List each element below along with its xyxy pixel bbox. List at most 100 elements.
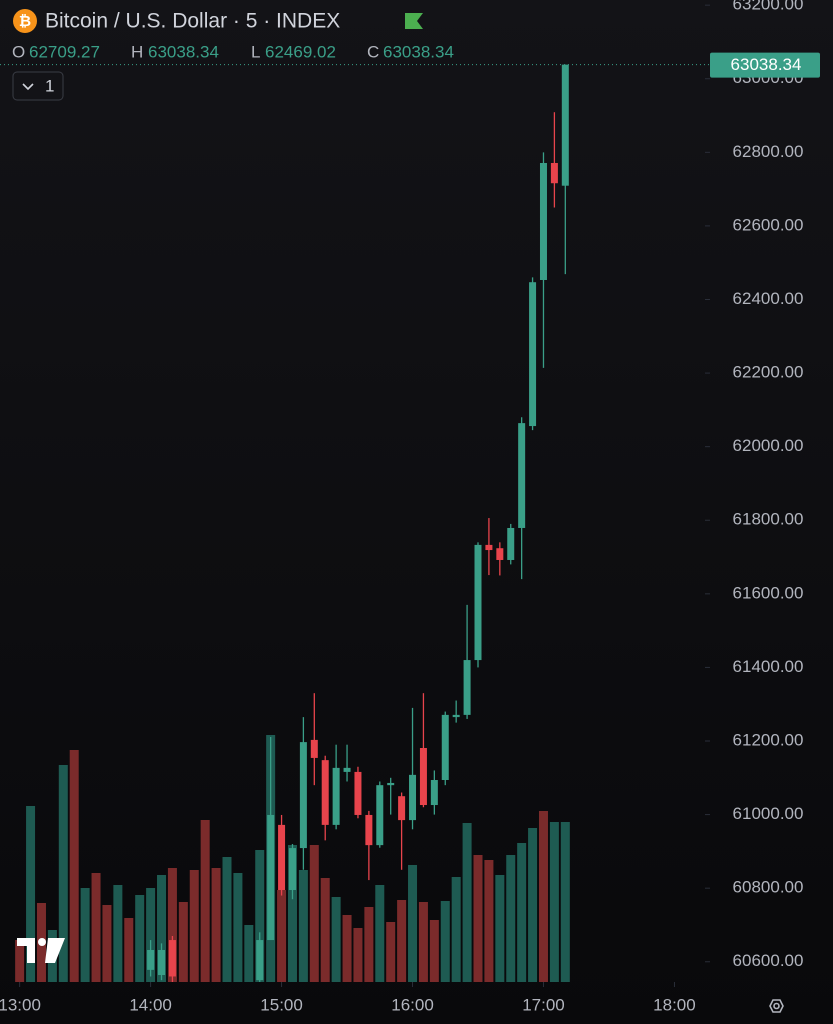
- volume-bar: [135, 895, 145, 982]
- volume-bar: [397, 900, 407, 982]
- x-tick-label: 17:00: [522, 995, 565, 1014]
- volume-bar: [157, 875, 167, 982]
- candle-body: [365, 814, 373, 846]
- candle-body: [518, 423, 526, 528]
- volume-bar: [386, 922, 396, 982]
- candle-body: [147, 949, 155, 970]
- ohlc-label: C: [367, 42, 379, 61]
- x-tick-label: 14:00: [129, 995, 172, 1014]
- volume-bar: [320, 878, 330, 982]
- volume-bar: [287, 845, 297, 982]
- volume-bar: [167, 868, 177, 982]
- volume-bar: [102, 905, 112, 982]
- candle-body: [310, 739, 318, 758]
- y-tick-label: 62200.00: [733, 363, 804, 382]
- candle-body: [496, 548, 504, 560]
- flag-icon[interactable]: [405, 13, 423, 29]
- candle-body: [299, 742, 307, 849]
- candle-body: [332, 767, 340, 825]
- candle-body: [267, 814, 275, 941]
- ohlc-label: H: [131, 42, 143, 61]
- volume-bar: [451, 877, 461, 982]
- candle-body: [398, 796, 406, 821]
- candle-body: [419, 747, 427, 806]
- candle-body: [452, 714, 460, 718]
- candle-body: [561, 64, 569, 186]
- volume-bar: [462, 823, 472, 982]
- candle-body: [485, 544, 493, 551]
- symbol-title[interactable]: Bitcoin / U.S. Dollar · 5 · INDEX: [45, 10, 340, 33]
- volume-bar: [495, 875, 505, 982]
- candle-body: [158, 949, 166, 976]
- volume-bar: [298, 870, 308, 982]
- volume-bar: [549, 822, 559, 982]
- volume-bar: [58, 765, 68, 982]
- volume-bar: [342, 915, 352, 982]
- indicator-toggle[interactable]: [12, 71, 64, 101]
- last-price-label: 63038.34: [731, 55, 802, 74]
- volume-bar: [113, 885, 123, 982]
- volume-bar: [80, 888, 90, 982]
- volume-bar: [408, 865, 418, 982]
- bitcoin-icon: [13, 9, 37, 33]
- volume-bar: [375, 885, 385, 982]
- y-tick-label: 63200.00: [733, 0, 804, 14]
- volume-bar: [517, 843, 527, 982]
- volume-bar: [69, 750, 79, 982]
- candle-body: [430, 780, 438, 806]
- volume-bar: [255, 850, 265, 982]
- y-tick-label: 62000.00: [733, 436, 804, 455]
- volume-bar: [560, 822, 570, 982]
- y-tick-label: 61600.00: [733, 583, 804, 602]
- y-tick-label: 61000.00: [733, 804, 804, 823]
- ohlc-value: 63038.34: [383, 42, 454, 61]
- volume-bar: [244, 925, 254, 982]
- y-tick-label: 61200.00: [733, 730, 804, 749]
- candle-body: [409, 774, 417, 821]
- candle-body: [256, 940, 264, 981]
- volume-bar: [364, 907, 374, 982]
- candle-body: [474, 544, 482, 661]
- volume-bar: [429, 920, 439, 982]
- y-tick-label: 61400.00: [733, 657, 804, 676]
- ohlc-label: O: [12, 42, 25, 61]
- y-tick-label: 62400.00: [733, 289, 804, 308]
- volume-bar: [418, 902, 428, 982]
- y-tick-label: 60600.00: [733, 951, 804, 970]
- y-tick-label: 60800.00: [733, 878, 804, 897]
- volume-bar: [178, 902, 188, 982]
- volume-bar: [26, 806, 36, 982]
- y-tick-label: 62800.00: [733, 142, 804, 161]
- candle-body: [550, 162, 558, 184]
- candle-body: [376, 785, 384, 846]
- candle-body: [441, 714, 449, 781]
- volume-bar: [222, 857, 232, 982]
- ohlc-value: 63038.34: [148, 42, 219, 61]
- volume-bar: [189, 870, 199, 982]
- candle-body: [288, 848, 296, 891]
- y-tick-label: 61800.00: [733, 510, 804, 529]
- candle-body: [387, 782, 395, 786]
- volume-bar: [309, 845, 319, 982]
- indicator-count: 1: [45, 76, 54, 95]
- volume-bar: [15, 940, 25, 982]
- candle-body: [529, 282, 537, 427]
- volume-bar: [211, 868, 221, 982]
- volume-bar: [146, 888, 156, 982]
- settings-icon[interactable]: [769, 999, 784, 1013]
- candle-body: [168, 940, 176, 977]
- candle-body: [463, 660, 471, 715]
- x-tick-label: 15:00: [260, 995, 303, 1014]
- ohlc-value: 62469.02: [265, 42, 336, 61]
- volume-bar: [440, 901, 450, 982]
- candle-body: [321, 760, 329, 825]
- x-tick-label: 13:00: [0, 995, 41, 1014]
- volume-bar: [528, 828, 538, 982]
- candle-body: [343, 767, 351, 772]
- tradingview-logo: [17, 938, 65, 963]
- y-tick-label: 62600.00: [733, 215, 804, 234]
- volume-bar: [484, 860, 494, 982]
- candle-body: [539, 162, 547, 280]
